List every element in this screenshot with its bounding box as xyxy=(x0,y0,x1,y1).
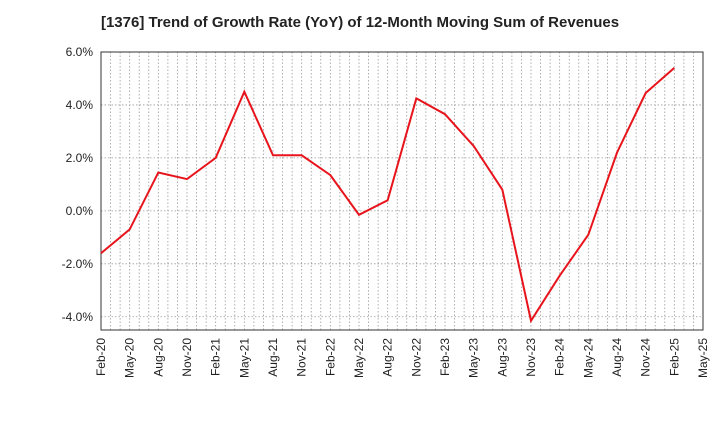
x-tick-label: Nov-21 xyxy=(295,338,309,377)
x-tick-label: May-23 xyxy=(467,338,481,378)
plot-frame xyxy=(100,51,704,331)
grid-layer xyxy=(101,51,703,330)
x-tick-label: Aug-20 xyxy=(151,338,165,377)
x-tick-label: Nov-24 xyxy=(639,338,653,377)
y-tick-label: 4.0% xyxy=(66,98,94,112)
x-tick-label: Nov-20 xyxy=(180,338,194,377)
x-tick-label: Feb-24 xyxy=(553,338,567,376)
x-tick-label: Feb-21 xyxy=(209,338,223,376)
x-tick-label: Feb-20 xyxy=(94,338,108,376)
y-tick-label: -2.0% xyxy=(62,257,94,271)
x-tick-label: Feb-22 xyxy=(323,338,337,376)
y-tick-label: 0.0% xyxy=(66,204,94,218)
series-line-layer xyxy=(100,67,675,324)
x-tick-label: Feb-23 xyxy=(438,338,452,376)
x-tick-label: Aug-23 xyxy=(495,338,509,377)
x-tick-label: Feb-25 xyxy=(667,338,681,376)
x-tick-label: May-22 xyxy=(352,338,366,378)
x-tick-label: May-25 xyxy=(696,338,710,378)
x-tick-label: May-24 xyxy=(581,338,595,378)
x-tick-label: Aug-24 xyxy=(610,338,624,377)
x-tick-label: May-20 xyxy=(123,338,137,378)
chart-title: [1376] Trend of Growth Rate (YoY) of 12-… xyxy=(100,14,620,31)
x-tick-label: Aug-22 xyxy=(381,338,395,377)
y-tick-label: 2.0% xyxy=(66,151,94,165)
y-tick-label: -4.0% xyxy=(62,310,94,324)
x-tick-label: Nov-23 xyxy=(524,338,538,377)
x-tick-label: Aug-21 xyxy=(266,338,280,377)
x-tick-label: May-21 xyxy=(237,338,251,378)
y-tick-labels: 6.0% 4.0% 2.0% 0.0% -2.0% -4.0% xyxy=(62,45,94,324)
x-tick-label: Nov-22 xyxy=(409,338,423,377)
y-tick-label: 6.0% xyxy=(66,45,94,59)
x-tick-labels: Feb-20 May-20 Aug-20 Nov-20 Feb-21 May-21 Aug-… xyxy=(94,338,710,378)
plot-area-border xyxy=(100,51,704,331)
